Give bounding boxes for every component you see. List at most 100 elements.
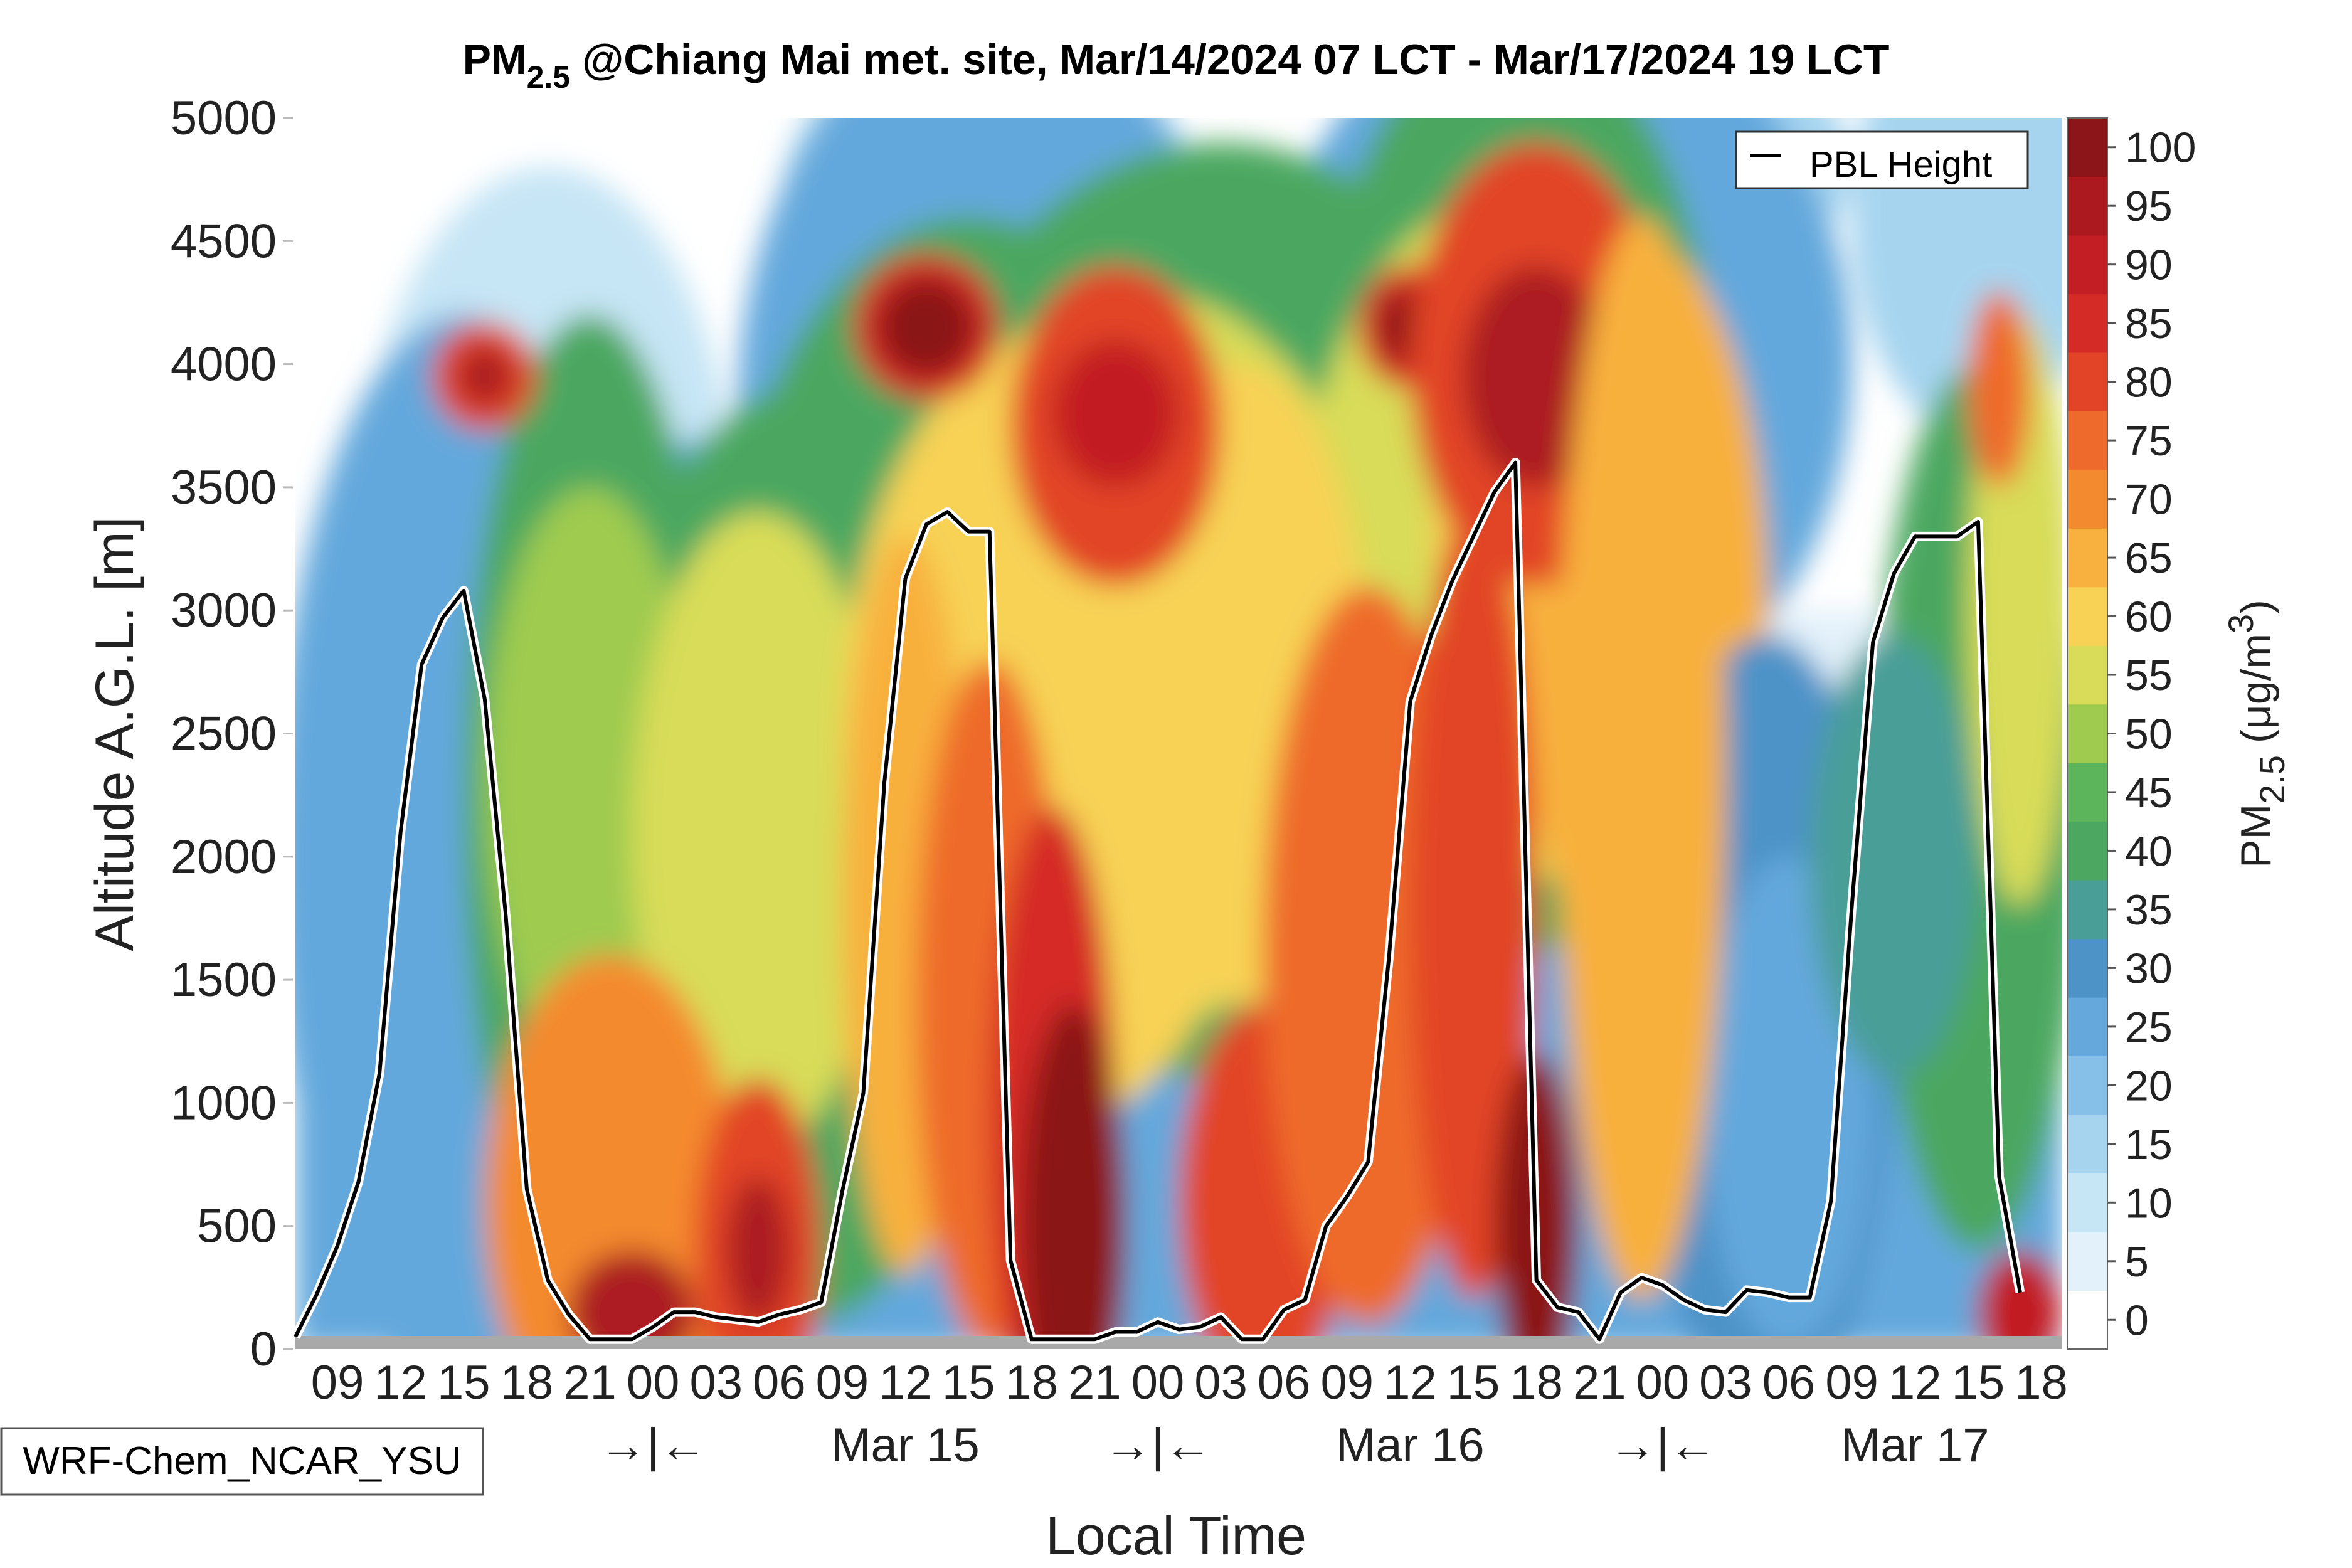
x-tick-label: 12 xyxy=(879,1356,932,1409)
x-tick-label: 21 xyxy=(563,1356,617,1409)
surface-plume xyxy=(484,955,738,1349)
colorbar-swatch xyxy=(2067,1056,2107,1115)
x-tick-label: 21 xyxy=(1068,1356,1121,1409)
colorbar-swatch xyxy=(2067,235,2107,294)
y-tick-label: 1000 xyxy=(171,1076,277,1130)
day-label: Mar 17 xyxy=(1841,1419,1989,1472)
colorbar-tick-label: 70 xyxy=(2125,476,2173,524)
x-tick-label: 12 xyxy=(1888,1356,1942,1409)
yellow-layer xyxy=(632,512,884,1152)
x-tick-label: 09 xyxy=(816,1356,869,1409)
elevated-plume xyxy=(1968,290,2031,487)
colorbar-swatch xyxy=(2067,118,2107,177)
colorbar-swatch xyxy=(2067,176,2107,236)
y-tick-label: 500 xyxy=(197,1200,277,1253)
clean-layer xyxy=(1809,635,1978,1079)
x-tick-label: 06 xyxy=(1762,1356,1816,1409)
elevated-plume xyxy=(1052,339,1179,487)
colorbar-tick-label: 80 xyxy=(2125,359,2173,406)
elevated-plume xyxy=(1463,265,1610,487)
colorbar-tick-label: 0 xyxy=(2125,1296,2149,1344)
x-tick-label: 00 xyxy=(627,1356,680,1409)
y-tick-label: 3500 xyxy=(171,461,277,514)
chart-title: PM2.5 @Chiang Mai met. site, Mar/14/2024… xyxy=(463,36,1890,95)
colorbar-tick-label: 75 xyxy=(2125,417,2173,465)
colorbar-swatch xyxy=(2067,821,2107,881)
y-tick-label: 4500 xyxy=(171,215,277,268)
colorbar-tick-label: 45 xyxy=(2125,769,2173,817)
x-tick-label: 03 xyxy=(1699,1356,1752,1409)
colorbar-tick-label: 40 xyxy=(2125,827,2173,875)
x-tick-label: 15 xyxy=(1952,1356,2005,1409)
colorbar-tick-label: 60 xyxy=(2125,593,2173,641)
surface-plume xyxy=(1410,512,1537,1300)
day-separator: →|← xyxy=(599,1419,707,1472)
surface-plume xyxy=(1557,216,1726,1300)
x-tick-label: 03 xyxy=(1194,1356,1248,1409)
model-label: WRF-Chem_NCAR_YSU xyxy=(23,1439,461,1483)
colorbar-tick-label: 5 xyxy=(2125,1238,2149,1286)
ground-bar xyxy=(295,1336,2062,1349)
y-axis: 0 500 1000 1500 2000 2500 3000 3500 4000 4500 5000 xyxy=(171,92,293,1376)
x-tick-label: 09 xyxy=(1321,1356,1374,1409)
colorbar-tick-label: 25 xyxy=(2125,1004,2173,1051)
colorbar-swatch xyxy=(2067,352,2107,411)
x-tick-label: 06 xyxy=(1258,1356,1311,1409)
day-separator: →|← xyxy=(1104,1419,1212,1472)
colorbar-swatch xyxy=(2067,294,2107,353)
x-tick-label: 00 xyxy=(1131,1356,1185,1409)
x-tick-label: 18 xyxy=(2015,1356,2068,1409)
x-tick-label: 15 xyxy=(942,1356,995,1409)
colorbar-tick-label: 50 xyxy=(2125,711,2173,758)
colorbar-swatch xyxy=(2067,528,2107,588)
model-label-box: WRF-Chem_NCAR_YSU xyxy=(0,1427,484,1496)
y-tick-label: 4000 xyxy=(171,338,277,391)
day-label: Mar 15 xyxy=(831,1419,980,1472)
x-tick-label: 12 xyxy=(374,1356,427,1409)
colorbar-tick-label: 100 xyxy=(2125,124,2196,172)
surface-plume xyxy=(1978,1250,2062,1349)
colorbar-swatch xyxy=(2067,704,2107,763)
legend: PBL Height xyxy=(1735,130,2029,189)
x-tick-label: 00 xyxy=(1636,1356,1690,1409)
y-tick-label: 2000 xyxy=(171,830,277,884)
y-tick-label: 1500 xyxy=(171,953,277,1007)
day-label: Mar 16 xyxy=(1336,1419,1485,1472)
colorbar-tick-label: 55 xyxy=(2125,652,2173,699)
pm25-field xyxy=(295,118,2062,1349)
colorbar-swatch xyxy=(2067,1173,2107,1232)
colorbar-swatch xyxy=(2067,763,2107,822)
x-tick-label: 03 xyxy=(689,1356,743,1409)
elevated-plume xyxy=(457,347,512,406)
colorbar-swatch xyxy=(2067,1115,2107,1174)
day-separator: →|← xyxy=(1609,1419,1717,1472)
elevated-plume xyxy=(877,278,975,377)
x-tick-label: 09 xyxy=(311,1356,364,1409)
x-tick-label: 09 xyxy=(1825,1356,1878,1409)
colorbar-swatch xyxy=(2067,880,2107,940)
colorbar-label: PM2.5 (μg/m3) xyxy=(2221,600,2292,868)
colorbar-swatch xyxy=(2067,411,2107,470)
x-tick-label: 18 xyxy=(501,1356,554,1409)
colorbar-swatch xyxy=(2067,586,2107,646)
x-tick-label: 21 xyxy=(1573,1356,1626,1409)
surface-plume xyxy=(726,1177,790,1325)
x-axis-label: Local Time xyxy=(1046,1506,1306,1566)
colorbar-swatch xyxy=(2067,1290,2107,1350)
y-tick-label: 3000 xyxy=(171,584,277,637)
colorbar-swatch xyxy=(2067,469,2107,529)
colorbar-swatch xyxy=(2067,938,2107,998)
colorbar-tick-label: 35 xyxy=(2125,886,2173,934)
pbl-height-line xyxy=(291,458,2025,1344)
colorbar-swatch xyxy=(2067,1232,2107,1291)
colorbar-tick-label: 85 xyxy=(2125,300,2173,347)
colorbar-swatch xyxy=(2067,645,2107,705)
y-tick-label: 0 xyxy=(250,1323,277,1376)
x-tick-label: 15 xyxy=(437,1356,490,1409)
pbl-line-series xyxy=(294,460,2022,1342)
legend-label: PBL Height xyxy=(1809,144,1992,185)
colorbar: 0 5 10 15 20 25 30 35 40 45 50 55 60 65 70 75 80 85 90 95 10… xyxy=(2067,117,2196,1350)
colorbar-tick-label: 20 xyxy=(2125,1062,2173,1110)
x-tick-label: 12 xyxy=(1384,1356,1437,1409)
